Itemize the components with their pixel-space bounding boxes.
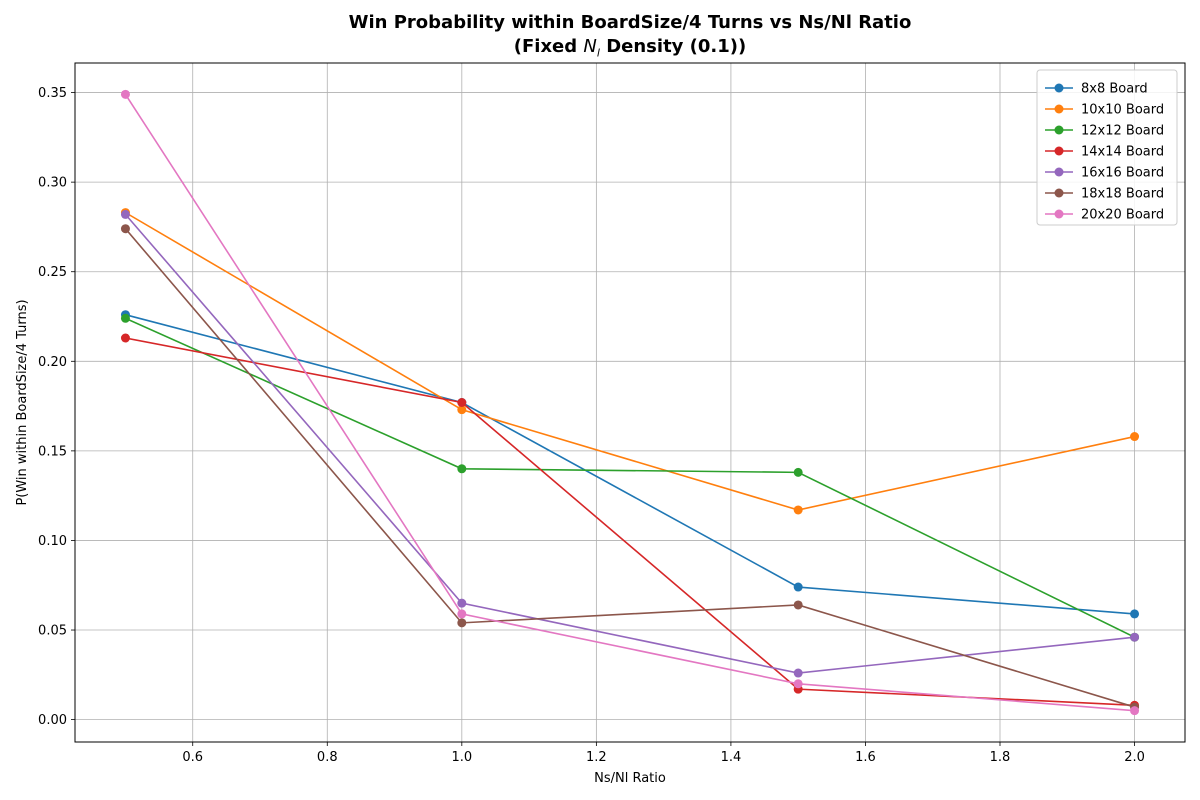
data-point <box>457 618 467 628</box>
data-point <box>457 398 467 407</box>
legend-marker <box>1054 188 1064 198</box>
grid-lines <box>75 63 1185 742</box>
y-tick-label: 0.20 <box>38 355 67 370</box>
x-tick-label: 0.6 <box>182 750 203 765</box>
data-point <box>793 600 803 610</box>
legend-marker <box>1054 83 1064 93</box>
series-5 <box>120 209 1140 678</box>
data-point <box>1130 432 1140 442</box>
legend-label: 12x12 Board <box>1081 124 1164 139</box>
legend-marker <box>1054 167 1064 177</box>
legend-label: 8x8 Board <box>1081 82 1148 97</box>
subtitle-prefix: (Fixed <box>513 36 584 57</box>
legend-entry: 8x8 Board <box>1045 82 1148 97</box>
data-point <box>1130 609 1140 619</box>
series-line <box>125 317 1135 638</box>
chart-subtitle: (Fixed Nl Density (0.1)) <box>0 36 1200 60</box>
legend-entry: 12x12 Board <box>1045 124 1164 139</box>
x-tick-label: 0.8 <box>317 750 338 765</box>
data-point <box>120 209 130 219</box>
data-point <box>793 505 803 515</box>
legend-entry: 10x10 Board <box>1045 103 1164 118</box>
x-tick-label: 1.8 <box>990 750 1011 765</box>
y-tick-label: 0.15 <box>38 444 67 459</box>
data-point <box>1130 632 1140 642</box>
y-tick-label: 0.10 <box>38 534 67 549</box>
x-axis: 0.6 0.8 1.0 1.2 1.4 1.6 1.8 2.0 <box>182 742 1145 765</box>
series-1 <box>120 310 1140 619</box>
x-tick-label: 1.2 <box>586 750 607 765</box>
legend-label: 10x10 Board <box>1081 103 1164 118</box>
legend-entry: 18x18 Board <box>1045 187 1164 202</box>
legend-label: 18x18 Board <box>1081 187 1164 202</box>
data-point <box>457 609 467 619</box>
subtitle-subscript: l <box>596 46 600 60</box>
data-point <box>120 89 130 99</box>
y-tick-label: 0.35 <box>38 86 67 101</box>
x-tick-label: 1.0 <box>451 750 472 765</box>
data-point <box>457 464 467 474</box>
legend-entry: 14x14 Board <box>1045 145 1164 160</box>
data-point <box>120 224 130 234</box>
data-point <box>120 333 130 343</box>
legend-marker <box>1054 146 1064 156</box>
x-axis-title: Ns/Nl Ratio <box>594 771 666 786</box>
series-line <box>124 93 1135 712</box>
data-point <box>120 313 130 323</box>
y-tick-label: 0.05 <box>38 624 67 639</box>
data-point <box>793 679 803 689</box>
legend-label: 20x20 Board <box>1081 208 1164 223</box>
plot-frame <box>74 62 1186 743</box>
legend-marker <box>1054 209 1064 219</box>
legend: 8x8 Board 10x10 Board 12x12 Board 14x14 Boa… <box>1036 69 1178 226</box>
legend-entry: 20x20 Board <box>1045 208 1164 223</box>
data-point <box>793 668 803 678</box>
series-line <box>125 313 1135 615</box>
x-tick-label: 1.4 <box>721 750 742 765</box>
subtitle-suffix: Density (0.1)) <box>599 36 747 57</box>
y-axis-title: P(Win within BoardSize/4 Turns) <box>15 299 30 505</box>
series-7 <box>120 89 1140 716</box>
data-point <box>457 598 467 608</box>
y-axis: 0.00 0.05 0.10 0.15 0.20 0.25 0.30 0.35 <box>38 86 75 728</box>
legend-label: 16x16 Board <box>1081 166 1164 181</box>
x-tick-label: 2.0 <box>1124 750 1145 765</box>
legend-marker <box>1054 125 1064 135</box>
legend-label: 14x14 Board <box>1081 145 1164 160</box>
series-layer <box>120 89 1140 716</box>
y-tick-label: 0.25 <box>38 265 67 280</box>
data-point <box>793 467 803 477</box>
series-3 <box>120 313 1140 642</box>
y-tick-label: 0.00 <box>38 713 67 728</box>
legend-marker <box>1054 104 1064 114</box>
series-line <box>124 213 1135 674</box>
chart-title: Win Probability within BoardSize/4 Turns… <box>348 12 912 33</box>
legend-entry: 16x16 Board <box>1045 166 1164 181</box>
series-line <box>125 337 1135 707</box>
series-line <box>125 211 1135 511</box>
data-point <box>793 582 803 592</box>
data-point <box>457 405 467 415</box>
data-point <box>1130 706 1140 716</box>
y-tick-label: 0.30 <box>38 176 67 191</box>
series-line <box>124 228 1135 708</box>
subtitle-symbol: N <box>583 36 597 57</box>
x-tick-label: 1.6 <box>855 750 876 765</box>
